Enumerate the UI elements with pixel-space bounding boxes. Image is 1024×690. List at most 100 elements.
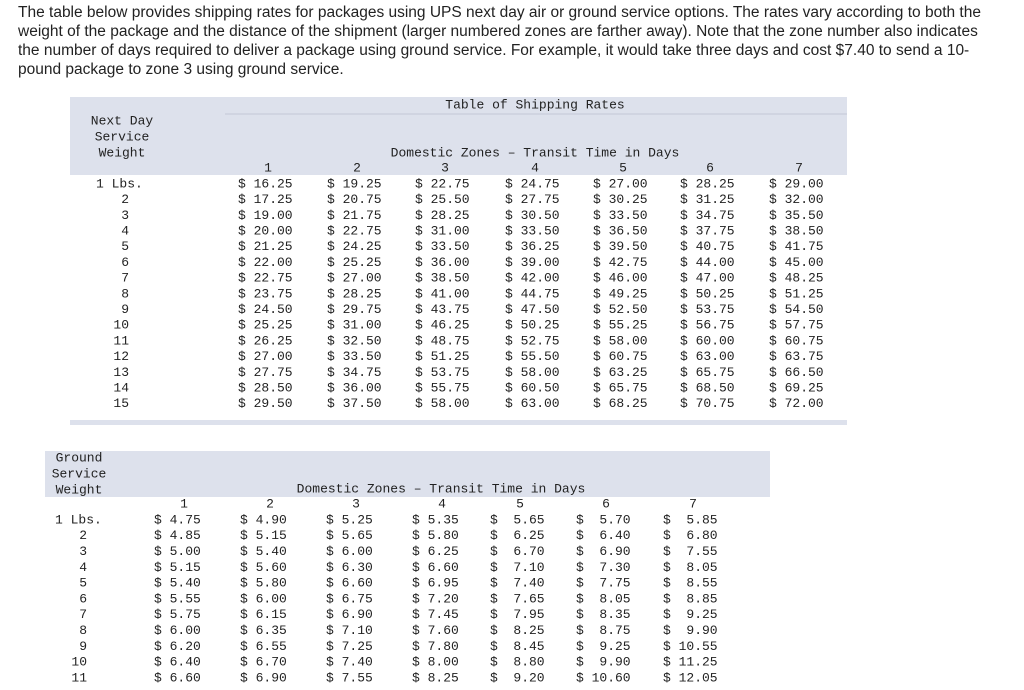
rate-cell: $ 33.50 [593,208,648,223]
zone-label: 5 [516,496,524,511]
footer-band [70,420,847,425]
rate-cell: $ 5.70 [576,512,631,527]
weight-cell: 1 Lbs. [55,512,102,527]
rate-cell: $ 4.75 [154,512,201,527]
zone-label: 2 [266,496,274,511]
rate-cell: $ 21.25 [238,239,293,254]
rate-cell: $ 7.55 [663,544,718,559]
zone-label: 1 [180,496,188,511]
header-band [45,451,770,497]
rate-cell: $ 31.25 [680,192,735,207]
weight-header: Next Day [91,113,154,128]
rate-cell: $ 37.50 [327,396,382,411]
rate-cell: $ 58.00 [505,365,560,380]
rate-cell: $ 34.75 [327,365,382,380]
weight-cell: 6 [79,591,87,606]
weight-cell: 10 [113,318,129,333]
rate-cell: $ 19.25 [327,176,382,191]
rate-cell: $ 31.00 [415,224,470,239]
rate-cell: $ 27.75 [505,192,560,207]
rate-cell: $ 7.10 [490,560,545,575]
rate-cell: $ 5.25 [326,512,373,527]
weight-cell: 4 [79,560,87,575]
rate-cell: $ 30.50 [505,208,560,223]
rate-cell: $ 5.80 [412,528,459,543]
rate-cell: $ 5.15 [154,560,201,575]
rate-cell: $ 5.60 [240,560,287,575]
rate-cell: $ 58.00 [415,396,470,411]
rate-cell: $ 6.40 [576,528,631,543]
rate-cell: $ 8.55 [663,576,718,591]
rate-cell: $ 24.25 [327,239,382,254]
weight-cell: 2 [121,192,129,207]
rate-cell: $ 36.50 [593,224,648,239]
weight-cell: 3 [79,544,87,559]
rate-cell: $ 35.50 [769,208,824,223]
rate-cell: $ 55.75 [415,381,470,396]
rate-cell: $ 56.75 [680,318,735,333]
rate-cell: $ 60.75 [593,349,648,364]
rate-cell: $ 27.00 [593,176,648,191]
zone-label: 7 [795,160,803,175]
rate-cell: $ 46.25 [415,318,470,333]
rate-cell: $ 8.05 [663,560,718,575]
rate-cell: $ 19.00 [238,208,293,223]
weight-cell: 7 [79,607,87,622]
weight-cell: 9 [79,639,87,654]
rate-cell: $ 4.85 [154,528,201,543]
rate-cell: $ 6.90 [576,544,631,559]
rate-cell: $ 24.50 [238,302,293,317]
rate-cell: $ 57.75 [769,318,824,333]
rate-cell: $ 7.40 [490,576,545,591]
rate-cell: $ 53.75 [415,365,470,380]
rate-cell: $ 8.80 [490,655,545,670]
rate-cell: $ 39.50 [593,239,648,254]
weight-cell: 6 [121,255,129,270]
weight-cell: 4 [121,224,129,239]
table-title: Table of Shipping Rates [445,97,624,112]
rate-cell: $ 55.25 [593,318,648,333]
rate-cell: $ 12.05 [663,670,718,685]
rate-cell: $ 21.75 [327,208,382,223]
weight-cell: 8 [79,623,87,638]
rate-cell: $ 10.55 [663,639,718,654]
rate-cell: $ 6.25 [412,544,459,559]
rate-cell: $ 63.75 [769,349,824,364]
rate-cell: $ 33.50 [327,349,382,364]
divider [225,176,847,177]
rate-cell: $ 25.25 [238,318,293,333]
zone-label: 6 [602,496,610,511]
rate-cell: $ 28.25 [680,176,735,191]
rate-cell: $ 60.75 [769,333,824,348]
rate-cell: $ 27.75 [238,365,293,380]
rate-cell: $ 65.75 [680,365,735,380]
rate-cell: $ 46.00 [593,271,648,286]
rate-cell: $ 29.50 [238,396,293,411]
rate-cell: $ 22.00 [238,255,293,270]
rate-cell: $ 53.75 [680,302,735,317]
rate-cell: $ 7.65 [490,591,545,606]
rate-cell: $ 17.25 [238,192,293,207]
rate-cell: $ 6.80 [663,528,718,543]
rate-cell: $ 6.60 [412,560,459,575]
rate-cell: $ 30.25 [593,192,648,207]
rate-cell: $ 52.50 [593,302,648,317]
rate-cell: $ 5.40 [240,544,287,559]
rate-cell: $ 26.25 [238,333,293,348]
rate-cell: $ 6.35 [240,623,287,638]
rate-cell: $ 36.00 [415,255,470,270]
rate-cell: $ 52.75 [505,333,560,348]
rate-cell: $ 41.00 [415,286,470,301]
rate-cell: $ 6.75 [326,591,373,606]
rate-cell: $ 22.75 [238,271,293,286]
rate-cell: $ 65.75 [593,381,648,396]
rate-cell: $ 68.25 [593,396,648,411]
rate-cell: $ 9.90 [663,623,718,638]
rate-cell: $ 8.85 [663,591,718,606]
rate-cell: $ 6.00 [326,544,373,559]
rate-cell: $ 43.75 [415,302,470,317]
rate-cell: $ 68.50 [680,381,735,396]
rate-cell: $ 8.25 [490,623,545,638]
rate-cell: $ 27.00 [238,349,293,364]
